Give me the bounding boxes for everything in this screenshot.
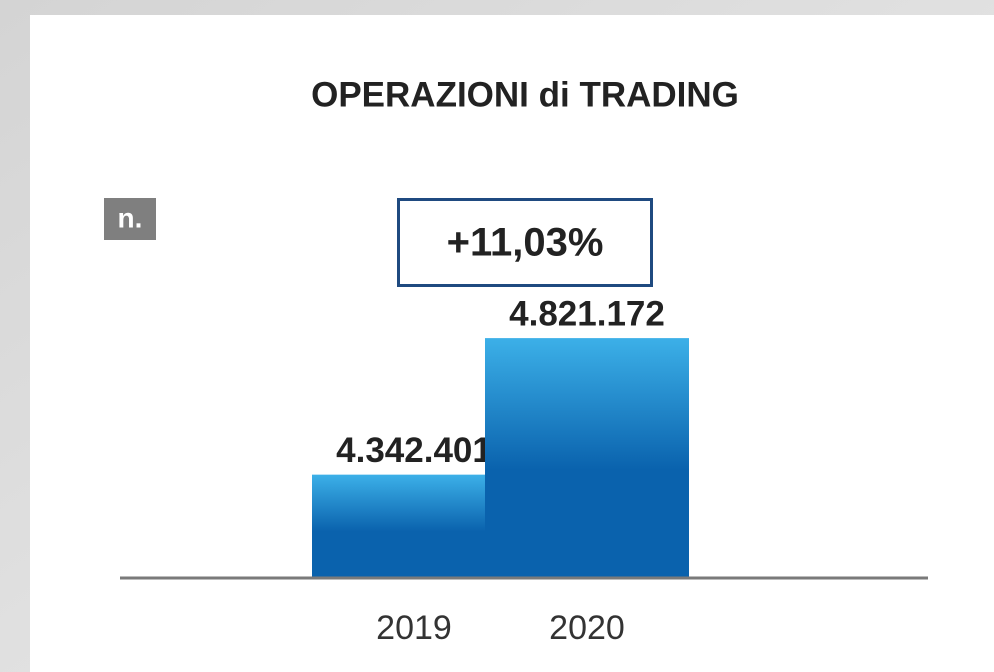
value-label: 4.821.172 <box>509 294 665 333</box>
annotation-box <box>397 198 653 287</box>
x-tick-label: 2019 <box>376 609 452 647</box>
chart-title: OPERAZIONI di TRADING <box>311 75 739 114</box>
bar <box>485 338 689 578</box>
unit-label: n. <box>118 202 143 233</box>
bar <box>312 474 516 578</box>
value-label: 4.342.401 <box>336 431 492 470</box>
unit-box <box>104 198 156 240</box>
x-tick-label: 2020 <box>549 609 625 647</box>
annotation: +11,03% <box>447 221 604 265</box>
